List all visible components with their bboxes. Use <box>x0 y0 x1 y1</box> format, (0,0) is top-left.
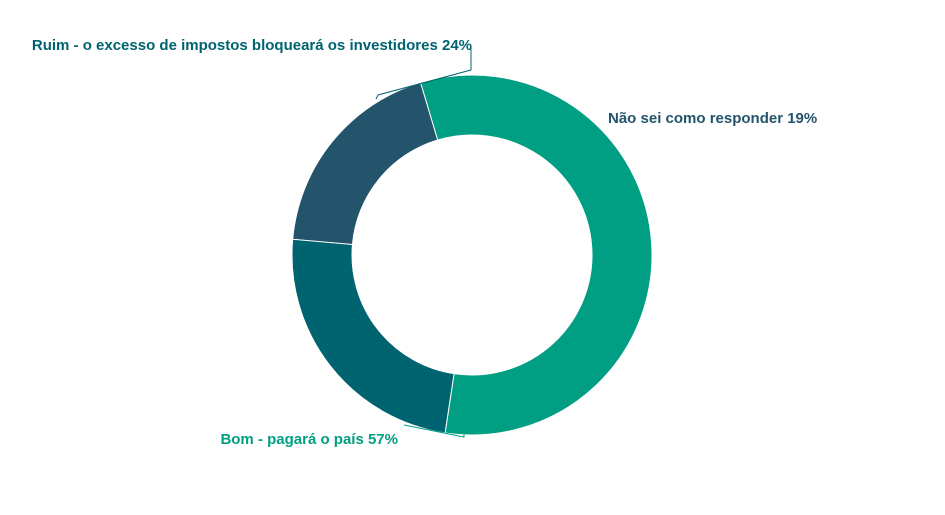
slice-label-3: Ruim - o excesso de impostos bloqueará o… <box>32 37 472 54</box>
leader-line-2 <box>403 424 465 438</box>
slice-label-1: Não sei como responder 19% <box>608 110 817 127</box>
leader-line-3 <box>375 45 472 100</box>
donut-slice-1 <box>292 81 439 246</box>
slice-label-2: Bom - pagará o país 57% <box>220 431 398 448</box>
donut-slice-3 <box>291 238 455 434</box>
donut-slice-2 <box>419 74 653 436</box>
